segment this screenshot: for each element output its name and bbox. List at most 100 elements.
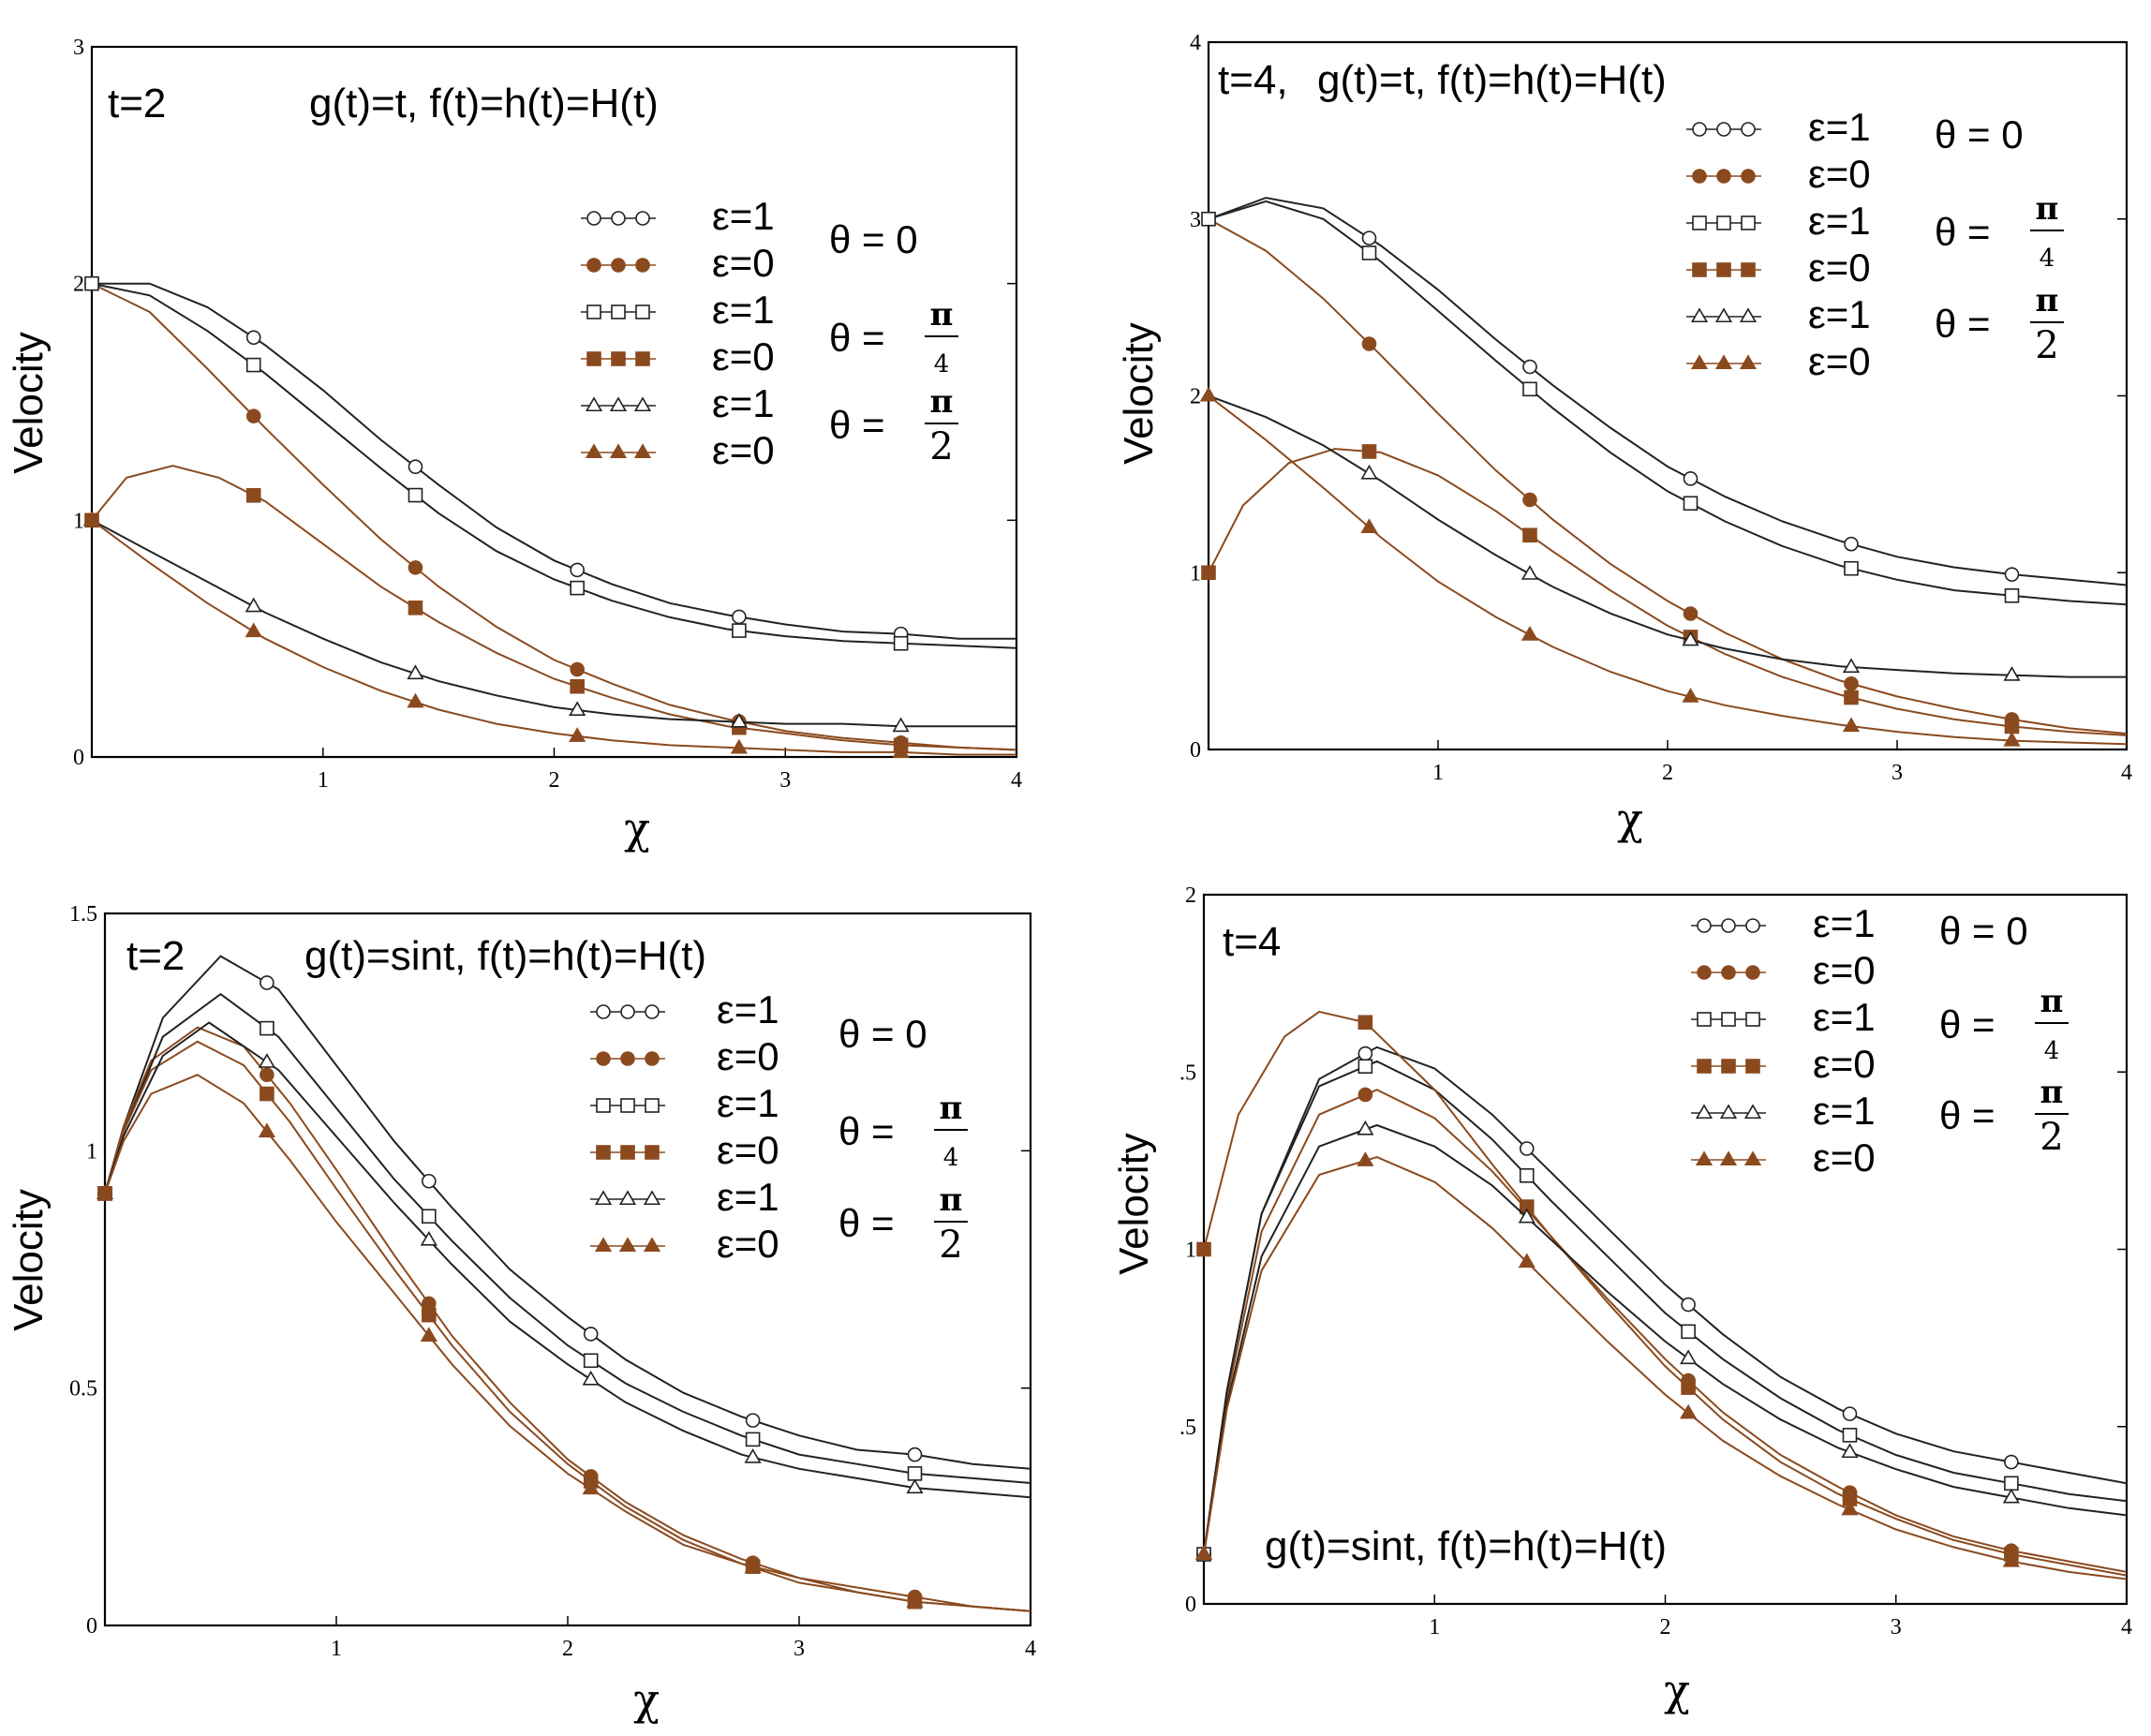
theta-denominator: 4 xyxy=(2040,245,2055,273)
legend-marker xyxy=(609,396,628,412)
legend-marker xyxy=(586,351,601,366)
data-point xyxy=(744,1558,762,1574)
theta-denominator: 2 xyxy=(929,425,953,468)
data-point xyxy=(745,1432,761,1447)
legend-label: ε=1 xyxy=(1808,199,1871,243)
data-point xyxy=(1683,606,1699,621)
data-point xyxy=(2003,731,2021,747)
legend-marker xyxy=(1719,1104,1738,1120)
legend-label: ε=1 xyxy=(1808,292,1871,336)
theta-label: θ = xyxy=(1935,210,1991,254)
y-tick-label: .5 xyxy=(1179,1061,1196,1085)
data-point xyxy=(82,511,101,527)
data-point xyxy=(1357,1151,1374,1166)
data-point xyxy=(1683,471,1699,486)
y-tick-label: 3 xyxy=(73,36,84,60)
y-tick-label: 0 xyxy=(86,1614,97,1639)
data-point xyxy=(907,1466,923,1481)
series-line xyxy=(1204,1010,2127,1577)
theta-label: θ = xyxy=(838,1109,895,1153)
theta-numerator: π xyxy=(940,1181,963,1219)
data-point xyxy=(570,678,585,694)
data-point xyxy=(1844,690,1859,705)
x-tick-label: 3 xyxy=(794,1637,805,1661)
legend-marker xyxy=(1743,1104,1762,1120)
data-point xyxy=(907,1447,923,1462)
data-point xyxy=(582,1370,600,1386)
data-point xyxy=(892,717,910,733)
legend-marker xyxy=(620,1051,635,1066)
theta-label: θ = 0 xyxy=(829,217,918,261)
legend-marker xyxy=(1721,965,1736,980)
theta-numerator: π xyxy=(940,1090,963,1127)
data-point xyxy=(408,459,423,475)
legend-label: ε=0 xyxy=(1808,245,1871,289)
data-point xyxy=(906,1593,924,1608)
data-point xyxy=(258,1053,275,1068)
series-circle-open xyxy=(1201,197,2127,586)
theta-numerator: π xyxy=(2040,1074,2064,1111)
data-point xyxy=(1361,336,1377,351)
legend-marker xyxy=(645,1051,660,1066)
data-point xyxy=(1522,359,1537,375)
theta-label: θ = 0 xyxy=(838,1012,927,1056)
legend-label: ε=1 xyxy=(1813,995,1876,1039)
series-line xyxy=(1209,394,2127,746)
data-point xyxy=(2003,666,2021,681)
data-point xyxy=(1361,230,1377,245)
data-point xyxy=(408,601,423,616)
legend-marker xyxy=(1741,122,1756,137)
series-line xyxy=(105,955,1031,1470)
data-point xyxy=(260,1086,274,1102)
theta-numerator: π xyxy=(2036,282,2059,319)
data-point xyxy=(1194,1545,1213,1561)
data-point xyxy=(1361,444,1377,459)
data-point xyxy=(1521,626,1539,641)
legend-marker xyxy=(620,1098,635,1113)
x-tick-label: 1 xyxy=(1432,761,1444,785)
data-point xyxy=(1357,1087,1373,1103)
legend-marker xyxy=(1741,215,1756,230)
y-tick-label: 0 xyxy=(1190,738,1201,763)
legend-marker xyxy=(586,304,601,319)
chart-panel-1: 1 2 3 4 0 1 2 3 χ Velocity t=2 g(t)=t, f(t)=h(t)=H(… xyxy=(6,36,1022,853)
series-square-filled xyxy=(1201,444,2127,736)
legend-marker xyxy=(594,1237,613,1253)
series-circle-filled xyxy=(1201,211,2127,734)
legend-marker xyxy=(1697,1059,1712,1074)
theta-denominator: 2 xyxy=(2035,324,2058,367)
data-point xyxy=(1841,1500,1859,1516)
data-point xyxy=(1361,245,1377,260)
chart-title: t=2 xyxy=(108,81,166,126)
legend-marker xyxy=(1697,965,1712,980)
data-point xyxy=(892,743,910,758)
legend: ε=1ε=0ε=1ε=0ε=1ε=0 xyxy=(1691,901,1876,1180)
data-point xyxy=(732,609,747,625)
data-point xyxy=(582,1479,600,1495)
legend-marker xyxy=(594,1190,613,1206)
y-tick-label: 3 xyxy=(1190,208,1201,232)
data-point xyxy=(1842,717,1861,733)
legend-marker xyxy=(1741,169,1756,184)
legend-label: ε=1 xyxy=(712,381,775,425)
legend-label: ε=1 xyxy=(1813,901,1876,945)
legend-label: ε=1 xyxy=(717,1175,779,1219)
y-tick-label: 0.5 xyxy=(69,1377,97,1402)
data-point xyxy=(583,1327,599,1342)
data-point xyxy=(893,635,909,651)
legend-marker xyxy=(596,1051,611,1066)
series-line xyxy=(1209,448,2127,736)
series-line xyxy=(92,282,1016,640)
data-point xyxy=(1521,565,1539,580)
legend-marker xyxy=(1743,1150,1762,1166)
legend-marker xyxy=(645,1098,660,1113)
y-tick-label: 2 xyxy=(1185,883,1196,908)
data-point xyxy=(569,701,586,717)
legend-marker xyxy=(1692,262,1707,277)
legend-label: ε=0 xyxy=(1808,152,1871,196)
y-tick-label: 1 xyxy=(1185,1239,1196,1263)
legend-marker xyxy=(635,258,650,273)
legend-marker xyxy=(618,1190,637,1206)
legend-marker xyxy=(1716,215,1731,230)
